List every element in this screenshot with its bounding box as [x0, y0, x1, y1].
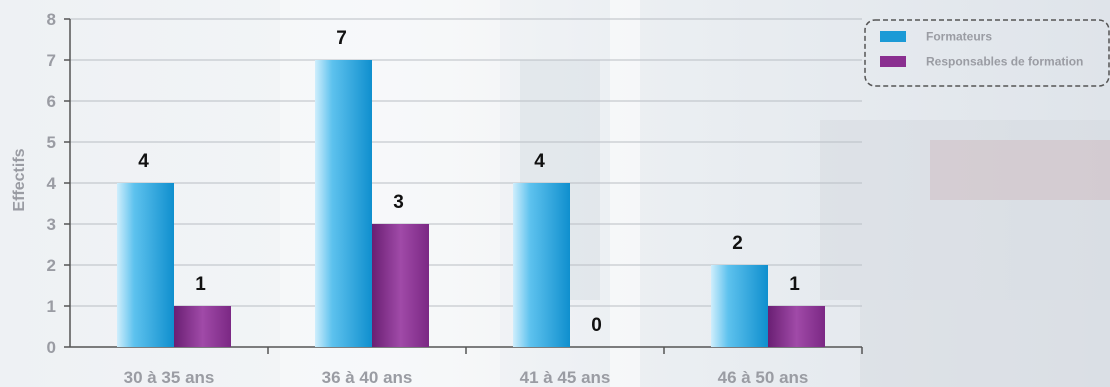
category-label-0: 30 à 35 ans	[124, 368, 215, 387]
legend-frame	[864, 19, 1110, 87]
data-label-series0-cat1: 7	[336, 28, 347, 49]
data-label-series1-cat3: 1	[789, 274, 800, 295]
category-label-1: 36 à 40 ans	[322, 368, 413, 387]
category-label-3: 46 à 50 ans	[718, 368, 809, 387]
y-tick-label-3: 3	[47, 215, 56, 234]
legend-label-0: Formateurs	[926, 30, 992, 44]
data-label-series0-cat0: 4	[138, 151, 149, 172]
y-tick-label-8: 8	[47, 10, 56, 29]
legend-swatch-1	[880, 56, 906, 67]
bar-series0-cat2	[513, 183, 570, 347]
legend-swatch-0	[880, 31, 906, 42]
y-tick-label-4: 4	[47, 174, 57, 193]
data-label-series0-cat3: 2	[732, 233, 743, 254]
y-tick-label-2: 2	[47, 256, 56, 275]
category-label-2: 41 à 45 ans	[520, 368, 611, 387]
data-label-series0-cat2: 4	[534, 151, 545, 172]
gridlines	[70, 18, 862, 307]
bar-series0-cat1	[315, 60, 372, 347]
data-labels: 4 7 4 2 1 3 0 1	[138, 28, 800, 336]
y-ticks: 0 1 2 3 4 5 6 7 8	[47, 10, 70, 357]
legend: Formateurs Responsables de formation	[864, 19, 1110, 87]
y-tick-label-6: 6	[47, 92, 56, 111]
legend-label-1: Responsables de formation	[926, 55, 1083, 69]
bars	[117, 60, 825, 347]
y-axis-label: Effectifs	[11, 148, 28, 211]
bar-series1-cat3	[768, 306, 825, 347]
y-tick-label-1: 1	[47, 297, 56, 316]
y-tick-label-5: 5	[47, 133, 56, 152]
x-ticks: 30 à 35 ans 36 à 40 ans 41 à 45 ans 46 à 50…	[124, 347, 863, 387]
data-label-series1-cat0: 1	[195, 274, 206, 295]
bar-series0-cat3	[711, 265, 768, 347]
y-tick-label-0: 0	[47, 338, 56, 357]
y-tick-label-7: 7	[47, 51, 56, 70]
data-label-series1-cat1: 3	[393, 192, 404, 213]
bar-series1-cat1	[372, 224, 429, 347]
data-label-series1-cat2: 0	[591, 315, 602, 336]
bar-series1-cat0	[174, 306, 231, 347]
bar-series0-cat0	[117, 183, 174, 347]
